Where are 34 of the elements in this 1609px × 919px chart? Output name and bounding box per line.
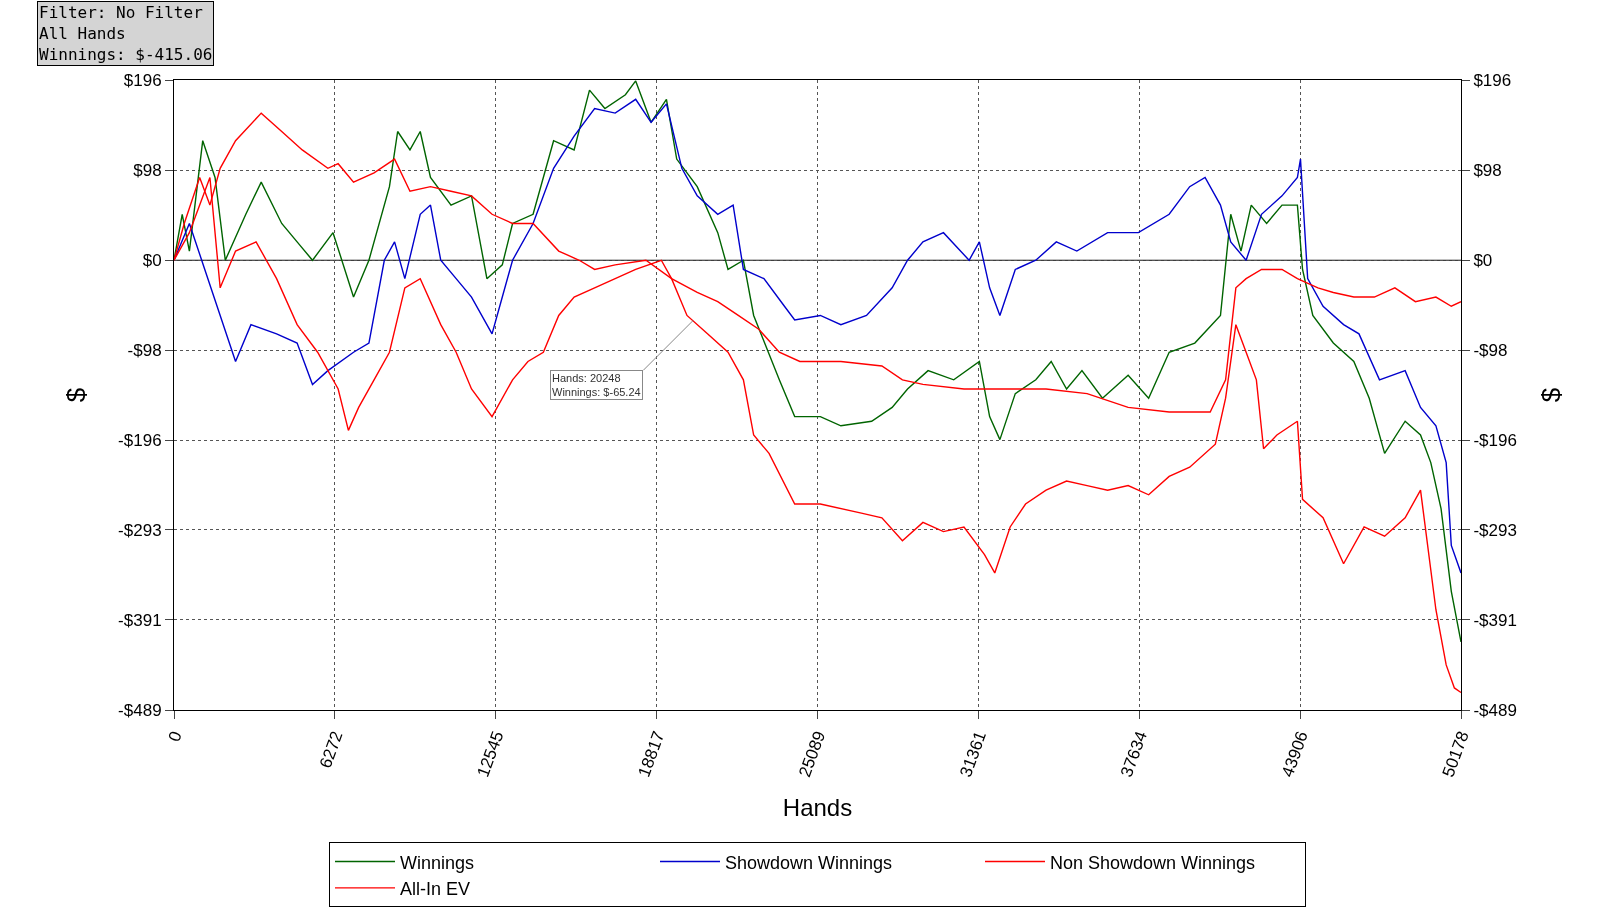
y2-axis-title: $ — [1535, 387, 1566, 403]
y2-tick-label: -$293 — [1473, 520, 1517, 540]
y2-tick-label: $196 — [1473, 70, 1512, 90]
y-tick-label: -$293 — [118, 520, 162, 540]
x-tick-label: 31361 — [956, 728, 991, 780]
y-tick-label: -$391 — [118, 610, 162, 630]
y2-tick-label: -$391 — [1473, 610, 1517, 630]
y-tick-label: -$98 — [127, 341, 162, 361]
y-tick-label: $98 — [133, 161, 162, 181]
y-tick-label: $0 — [142, 251, 162, 271]
legend-label: All-In EV — [400, 878, 471, 899]
legend-label: Showdown Winnings — [725, 852, 893, 873]
x-tick-label: 18817 — [634, 728, 669, 780]
y-axis-title: $ — [60, 387, 91, 403]
y2-tick-label: $98 — [1473, 161, 1502, 181]
y2-tick-label: -$489 — [1473, 700, 1517, 720]
legend-label: Winnings — [400, 852, 475, 873]
x-tick-label: 6272 — [315, 728, 347, 771]
x-tick-label: 12545 — [473, 728, 508, 780]
x-tick-label: 0 — [164, 728, 186, 745]
y-tick-label: -$489 — [118, 700, 162, 720]
x-tick-label: 25089 — [795, 728, 830, 780]
y-tick-label: $196 — [123, 70, 162, 90]
y2-tick-label: $0 — [1473, 251, 1493, 271]
y2-tick-label: -$98 — [1473, 341, 1508, 361]
x-tick-label: 43906 — [1277, 728, 1312, 780]
x-axis-title: Hands — [782, 793, 853, 821]
legend-label: Non Showdown Winnings — [1050, 852, 1256, 873]
x-tick-label: 50178 — [1438, 728, 1473, 780]
y2-tick-label: -$196 — [1473, 431, 1517, 451]
x-tick-label: 37634 — [1116, 728, 1152, 780]
y-tick-label: -$196 — [118, 431, 162, 451]
annotation: Hands: 20248 Winnings: $-65.24 — [552, 372, 641, 399]
text: Filter: No Filter All Hands Winnings: $-415.06 — [39, 3, 213, 64]
